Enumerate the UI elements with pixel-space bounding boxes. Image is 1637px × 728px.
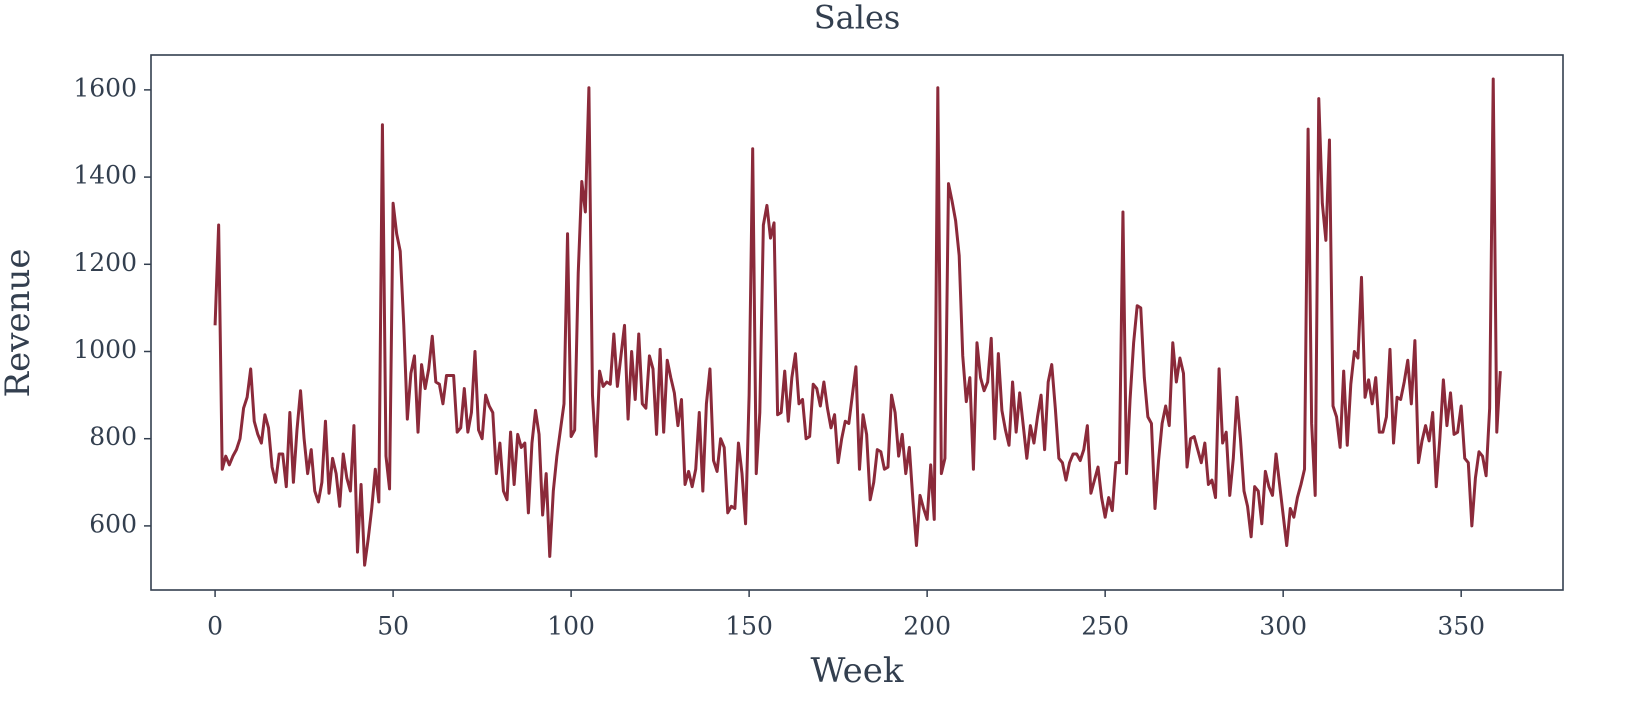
- y-tick-label: 1200: [73, 248, 137, 277]
- x-tick-label: 0: [207, 612, 223, 641]
- y-axis-label: Revenue: [0, 249, 38, 398]
- y-tick-label: 1000: [73, 335, 137, 364]
- line-series: [213, 77, 1502, 567]
- y-tick-label: 600: [89, 509, 137, 538]
- y-tick-label: 1400: [73, 161, 137, 190]
- x-tick-label: 150: [725, 612, 773, 641]
- y-tick-label: 800: [89, 422, 137, 451]
- plot-frame: [150, 54, 1564, 591]
- y-tick-label: 1600: [73, 73, 137, 102]
- x-tick-label: 100: [547, 612, 595, 641]
- x-tick-label: 300: [1259, 612, 1307, 641]
- x-tick-label: 50: [377, 612, 409, 641]
- x-tick-label: 200: [903, 612, 951, 641]
- chart-title: Sales: [814, 0, 901, 37]
- x-tick-label: 250: [1081, 612, 1129, 641]
- x-axis-label: Week: [810, 651, 903, 691]
- x-tick-label: 350: [1437, 612, 1485, 641]
